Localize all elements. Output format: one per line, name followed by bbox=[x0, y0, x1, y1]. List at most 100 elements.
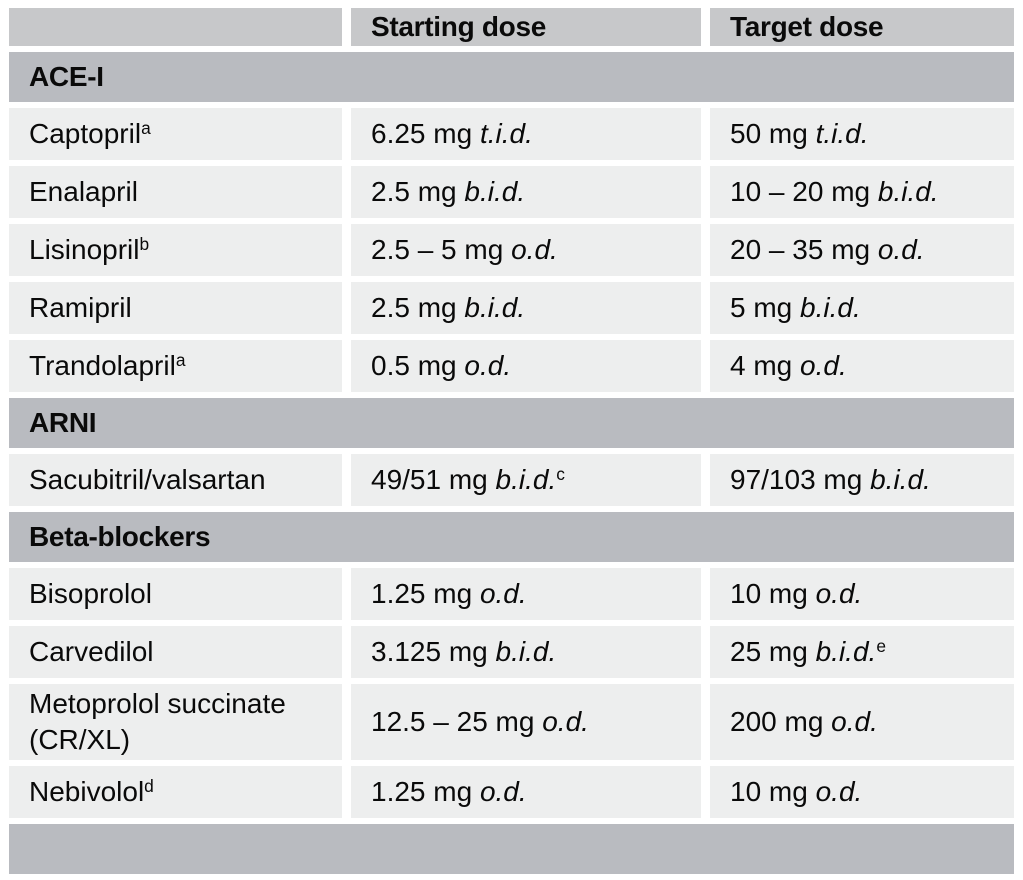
table-row-captopril: Captoprila 6.25 mg t.i.d. 50 mg t.i.d. bbox=[9, 108, 1014, 160]
dose-value: 1.25 mg bbox=[371, 578, 480, 609]
dose-value: 25 mg bbox=[730, 636, 816, 667]
target-dose-cell: 10 – 20 mg b.i.d. bbox=[710, 166, 1014, 218]
table-row-ramipril: Ramipril 2.5 mg b.i.d. 5 mg b.i.d. bbox=[9, 282, 1014, 334]
dose-value: 1.25 mg bbox=[371, 776, 480, 807]
target-dose-cell: 50 mg t.i.d. bbox=[710, 108, 1014, 160]
starting-dose-cell: 2.5 mg b.i.d. bbox=[351, 282, 701, 334]
footnote-marker: c bbox=[556, 464, 565, 485]
drug-cell: Carvedilol bbox=[9, 626, 342, 678]
target-dose-cell: 25 mg b.i.d.e bbox=[710, 626, 1014, 678]
section-row-beta-blockers: Beta-blockers bbox=[9, 512, 1014, 562]
drug-name: Nebivolol bbox=[29, 776, 145, 807]
table-row-trandolapril: Trandolaprila 0.5 mg o.d. 4 mg o.d. bbox=[9, 340, 1014, 392]
dose-value: 49/51 mg bbox=[371, 464, 496, 495]
dose-frequency: b.i.d. bbox=[870, 464, 931, 495]
dose-value: 12.5 – 25 mg bbox=[371, 706, 543, 737]
starting-dose-cell: 49/51 mg b.i.d.c bbox=[351, 454, 701, 506]
footnote-marker: a bbox=[175, 350, 186, 371]
drug-cell: Metoprolol succinate (CR/XL) bbox=[9, 684, 342, 760]
dose-value: 97/103 mg bbox=[730, 464, 871, 495]
drug-name: Sacubitril/valsartan bbox=[29, 464, 266, 495]
dose-value: 0.5 mg bbox=[371, 350, 465, 381]
drug-cell: Enalapril bbox=[9, 166, 342, 218]
header-cell-target-dose: Target dose bbox=[710, 8, 1014, 46]
footnote-marker: d bbox=[144, 776, 154, 797]
header-cell-drug bbox=[9, 8, 342, 46]
starting-dose-cell: 1.25 mg o.d. bbox=[351, 568, 701, 620]
table-row-carvedilol: Carvedilol 3.125 mg b.i.d. 25 mg b.i.d.e bbox=[9, 626, 1014, 678]
table-row-bisoprolol: Bisoprolol 1.25 mg o.d. 10 mg o.d. bbox=[9, 568, 1014, 620]
target-dose-cell: 200 mg o.d. bbox=[710, 684, 1014, 760]
dose-frequency: o.d. bbox=[877, 234, 925, 265]
drug-cell: Captoprila bbox=[9, 108, 342, 160]
drug-name: Lisinopril bbox=[29, 234, 140, 265]
table-row-enalapril: Enalapril 2.5 mg b.i.d. 10 – 20 mg b.i.d… bbox=[9, 166, 1014, 218]
section-title: Beta-blockers bbox=[9, 512, 1014, 562]
section-row-ace-i: ACE-I bbox=[9, 52, 1014, 102]
target-dose-cell: 97/103 mg b.i.d. bbox=[710, 454, 1014, 506]
dose-value: 6.25 mg bbox=[371, 118, 480, 149]
drug-cell: Lisinoprilb bbox=[9, 224, 342, 276]
dose-frequency: o.d. bbox=[815, 776, 863, 807]
drug-name: Enalapril bbox=[29, 176, 138, 207]
drug-name: Ramipril bbox=[29, 292, 132, 323]
table-row-nebivolol: Nebivolold 1.25 mg o.d. 10 mg o.d. bbox=[9, 766, 1014, 818]
footnote-marker: b bbox=[139, 234, 150, 255]
dose-value: 2.5 mg bbox=[371, 292, 465, 323]
footnote-marker: a bbox=[141, 118, 151, 139]
target-dose-cell: 10 mg o.d. bbox=[710, 766, 1014, 818]
dose-frequency: o.d. bbox=[800, 350, 847, 381]
header-cell-starting-dose: Starting dose bbox=[351, 8, 701, 46]
starting-dose-cell: 2.5 mg b.i.d. bbox=[351, 166, 701, 218]
target-dose-cell: 10 mg o.d. bbox=[710, 568, 1014, 620]
dose-frequency: b.i.d. bbox=[877, 176, 939, 207]
dose-frequency: o.d. bbox=[479, 776, 527, 807]
drug-name: Metoprolol succinate (CR/XL) bbox=[29, 688, 286, 755]
dose-frequency: b.i.d. bbox=[815, 636, 877, 667]
section-title bbox=[9, 824, 1014, 874]
table-row-metoprolol-succinate: Metoprolol succinate (CR/XL) 12.5 – 25 m… bbox=[9, 684, 1014, 760]
drug-name: Captopril bbox=[29, 118, 142, 149]
dose-value: 4 mg bbox=[730, 350, 801, 381]
dose-frequency: o.d. bbox=[479, 578, 527, 609]
dose-value: 10 mg bbox=[730, 578, 816, 609]
section-title: ARNI bbox=[9, 398, 1014, 448]
drug-name: Carvedilol bbox=[29, 636, 154, 667]
drug-cell: Nebivolold bbox=[9, 766, 342, 818]
dose-frequency: t.i.d. bbox=[479, 118, 533, 149]
dose-value: 2.5 mg bbox=[371, 176, 465, 207]
footnote-marker: e bbox=[876, 636, 886, 657]
target-dose-cell: 5 mg b.i.d. bbox=[710, 282, 1014, 334]
starting-dose-cell: 12.5 – 25 mg o.d. bbox=[351, 684, 701, 760]
dose-frequency: o.d. bbox=[511, 234, 558, 265]
dose-frequency: t.i.d. bbox=[815, 118, 869, 149]
dose-value: 2.5 – 5 mg bbox=[371, 234, 512, 265]
starting-dose-cell: 3.125 mg b.i.d. bbox=[351, 626, 701, 678]
dose-value: 10 mg bbox=[730, 776, 816, 807]
drug-name: Trandolapril bbox=[29, 350, 176, 381]
target-dose-cell: 4 mg o.d. bbox=[710, 340, 1014, 392]
starting-dose-cell: 2.5 – 5 mg o.d. bbox=[351, 224, 701, 276]
dose-value: 50 mg bbox=[730, 118, 816, 149]
dose-value: 200 mg bbox=[730, 706, 832, 737]
dose-frequency: b.i.d. bbox=[495, 464, 557, 495]
starting-dose-cell: 0.5 mg o.d. bbox=[351, 340, 701, 392]
section-title: ACE-I bbox=[9, 52, 1014, 102]
dose-value: 20 – 35 mg bbox=[730, 234, 878, 265]
starting-dose-cell: 6.25 mg t.i.d. bbox=[351, 108, 701, 160]
dose-frequency: o.d. bbox=[831, 706, 878, 737]
table-header-row: Starting dose Target dose bbox=[9, 8, 1014, 46]
dose-frequency: b.i.d. bbox=[464, 176, 526, 207]
starting-dose-cell: 1.25 mg o.d. bbox=[351, 766, 701, 818]
drug-cell: Sacubitril/valsartan bbox=[9, 454, 342, 506]
section-row-arni: ARNI bbox=[9, 398, 1014, 448]
drug-cell: Bisoprolol bbox=[9, 568, 342, 620]
dose-frequency: b.i.d. bbox=[495, 636, 557, 667]
drug-cell: Ramipril bbox=[9, 282, 342, 334]
drug-name: Bisoprolol bbox=[29, 578, 152, 609]
dose-frequency: o.d. bbox=[542, 706, 589, 737]
table-row-sacubitril-valsartan: Sacubitril/valsartan 49/51 mg b.i.d.c 97… bbox=[9, 454, 1014, 506]
dose-frequency: b.i.d. bbox=[464, 292, 526, 323]
dose-value: 3.125 mg bbox=[371, 636, 496, 667]
